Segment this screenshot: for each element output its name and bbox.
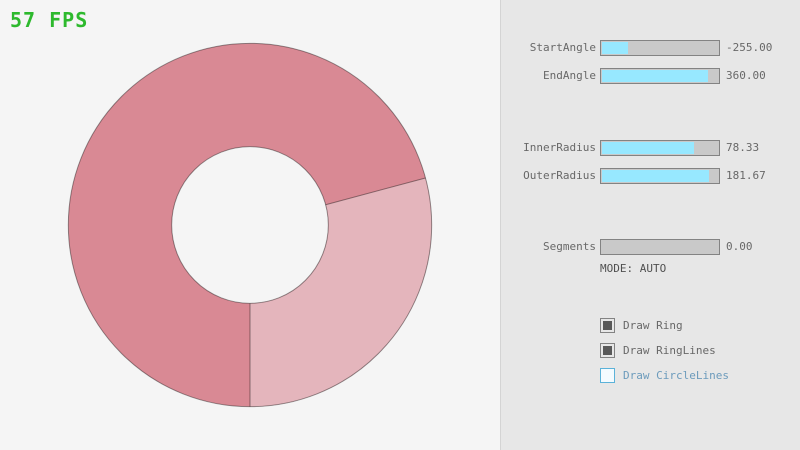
checkbox-draw-circlelines-box[interactable]	[600, 368, 615, 383]
segments-mode-text: MODE: AUTO	[600, 262, 667, 275]
segments-label: Segments	[543, 240, 596, 253]
outerradius-label: OuterRadius	[523, 169, 596, 182]
check-mark	[603, 321, 612, 330]
startangle-row: StartAngle -255.00	[501, 40, 800, 56]
endangle-value: 360.00	[726, 69, 766, 82]
fps-counter: 57 FPS	[10, 8, 89, 32]
endangle-slider[interactable]	[600, 68, 720, 84]
segments-slider[interactable]	[600, 239, 720, 255]
ring-sector-single-coverage	[250, 177, 432, 407]
ring-boundary-line-start	[325, 177, 426, 206]
innerradius-value: 78.33	[726, 141, 760, 154]
controls-panel: StartAngle -255.00 EndAngle 360.00 Inner…	[500, 0, 800, 450]
outerradius-slider[interactable]	[600, 168, 720, 184]
checkbox-draw-circlelines-label: Draw CircleLines	[623, 369, 729, 382]
endangle-row: EndAngle 360.00	[501, 68, 800, 84]
startangle-slider[interactable]	[600, 40, 720, 56]
outerradius-slider-fill	[602, 170, 710, 182]
segments-row: Segments 0.00	[501, 239, 800, 255]
endangle-label: EndAngle	[543, 69, 596, 82]
innerradius-row: InnerRadius 78.33	[501, 140, 800, 156]
innerradius-slider-fill	[602, 142, 695, 154]
check-mark	[603, 346, 612, 355]
checkbox-draw-ring-box[interactable]	[600, 318, 615, 333]
segments-value: 0.00	[726, 240, 753, 253]
checkbox-draw-ringlines-label: Draw RingLines	[623, 344, 716, 357]
checkbox-draw-ring-label: Draw Ring	[623, 319, 683, 332]
outerradius-row: OuterRadius 181.67	[501, 168, 800, 184]
checkbox-draw-ringlines-box[interactable]	[600, 343, 615, 358]
endangle-slider-fill	[602, 70, 709, 82]
innerradius-slider[interactable]	[600, 140, 720, 156]
ring-outline-inner	[171, 146, 329, 304]
ring-figure	[67, 42, 433, 408]
startangle-label: StartAngle	[529, 41, 596, 54]
startangle-value: -255.00	[726, 41, 773, 54]
innerradius-label: InnerRadius	[523, 141, 596, 154]
ring-outline-outer	[67, 42, 433, 408]
startangle-slider-fill	[602, 42, 628, 54]
outerradius-value: 181.67	[726, 169, 766, 182]
